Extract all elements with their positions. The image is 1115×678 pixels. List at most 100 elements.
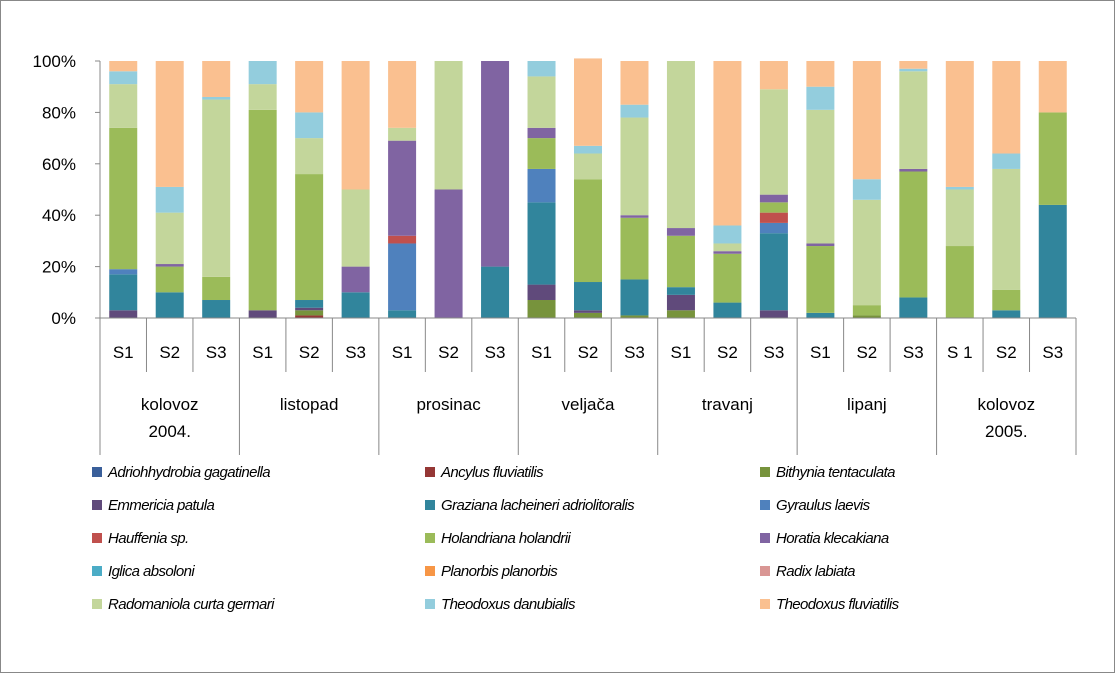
bar-segment <box>992 168 1021 290</box>
x-tick-label: S2 <box>299 343 320 362</box>
bar-segment <box>1038 204 1067 318</box>
x-tick-label: S3 <box>206 343 227 362</box>
bar-segment <box>759 61 788 90</box>
x-tick-label: S3 <box>345 343 366 362</box>
bar-segment <box>155 186 184 213</box>
bar-segment <box>806 86 835 110</box>
legend-label: Theodoxus danubialis <box>441 596 576 613</box>
legend-swatch <box>92 566 102 576</box>
bar-segment <box>527 76 556 128</box>
bar-segment <box>899 297 928 318</box>
bar-segment <box>388 243 417 311</box>
legend-swatch <box>425 500 435 510</box>
bar-segment <box>341 266 370 293</box>
bar-segment <box>1038 61 1067 113</box>
bar-segment <box>806 312 835 318</box>
legend-swatch <box>425 533 435 543</box>
group-label: kolovoz 2005. <box>977 395 1035 441</box>
bar-segment <box>109 310 138 318</box>
bar-segment <box>945 246 974 318</box>
legend-swatch <box>92 533 102 543</box>
bar-segment <box>527 300 556 318</box>
y-tick-label: 20% <box>42 258 76 277</box>
bar-segment <box>388 310 417 318</box>
bar-segment <box>666 235 695 288</box>
bar-segment <box>155 266 184 293</box>
bar-segment <box>945 186 974 190</box>
x-tick-label: S2 <box>159 343 180 362</box>
bar-segment <box>899 71 928 169</box>
bar-segment <box>806 61 835 87</box>
bar-segment <box>574 310 602 313</box>
bar-segment <box>295 307 324 311</box>
bar-segment <box>202 96 231 100</box>
x-tick-label: S3 <box>903 343 924 362</box>
bar-segment <box>620 217 649 280</box>
bar-segment <box>202 99 231 277</box>
legend-label: Planorbis planorbis <box>441 563 558 580</box>
legend-swatch <box>760 566 770 576</box>
bar-segment <box>945 61 974 187</box>
bar-segment <box>248 61 277 85</box>
legend-swatch <box>92 500 102 510</box>
legend-label: Radix labiata <box>776 563 855 580</box>
bar-segment <box>155 292 184 318</box>
bar-segment <box>481 61 510 267</box>
legend-label: Hauffenia sp. <box>108 530 189 547</box>
bar-segment <box>481 266 510 318</box>
x-tick-label: S2 <box>856 343 877 362</box>
bar-segment <box>434 61 463 190</box>
bar-segment <box>713 243 742 252</box>
x-tick-label: S2 <box>996 343 1017 362</box>
x-tick-label: S2 <box>578 343 599 362</box>
bar-segment <box>620 279 649 316</box>
bar-segment <box>527 168 556 203</box>
bar-segment <box>992 153 1021 169</box>
bar-segment <box>295 174 324 301</box>
bar-segment <box>295 112 324 139</box>
bar-segment <box>574 179 602 283</box>
legend-swatch <box>425 566 435 576</box>
bar-segment <box>527 127 556 139</box>
bar-segment <box>388 235 417 244</box>
x-tick-label: S3 <box>624 343 645 362</box>
x-tick-label: S1 <box>531 343 552 362</box>
legend-swatch <box>92 467 102 477</box>
bar-segment <box>155 61 184 187</box>
bar-segment <box>899 68 928 72</box>
bar-segment <box>852 199 881 306</box>
bar-segment <box>713 251 742 254</box>
legend-label: Theodoxus fluviatilis <box>776 596 900 613</box>
bar-segment <box>109 61 138 72</box>
x-tick-label: S1 <box>810 343 831 362</box>
group-label: travanj <box>702 395 753 414</box>
x-tick-label: S2 <box>717 343 738 362</box>
bar-segment <box>899 168 928 172</box>
bar-segment <box>155 212 184 265</box>
bar-segment <box>899 61 928 69</box>
bar-segment <box>248 109 277 311</box>
bar-segment <box>620 215 649 218</box>
bar-segment <box>109 269 138 275</box>
bar-segment <box>388 127 417 141</box>
group-label: prosinac <box>416 395 481 414</box>
bar-segment <box>248 84 277 110</box>
bar-segment <box>155 264 184 267</box>
x-tick-label: S1 <box>252 343 273 362</box>
group-label: lipanj <box>847 395 887 414</box>
x-tick-label: S3 <box>1042 343 1063 362</box>
legend-label: Horatia klecakiana <box>776 530 889 547</box>
bar-segment <box>248 310 277 318</box>
bar-segment <box>666 294 695 311</box>
bar-segment <box>109 71 138 85</box>
bar-segment <box>713 253 742 303</box>
x-tick-label: S3 <box>764 343 785 362</box>
bar-segment <box>945 189 974 247</box>
bar-segment <box>341 61 370 190</box>
x-tick-label: S3 <box>485 343 506 362</box>
bar-segment <box>574 282 602 311</box>
x-tick-label: S1 <box>392 343 413 362</box>
y-tick-label: 60% <box>42 155 76 174</box>
x-tick-label: S1 <box>671 343 692 362</box>
